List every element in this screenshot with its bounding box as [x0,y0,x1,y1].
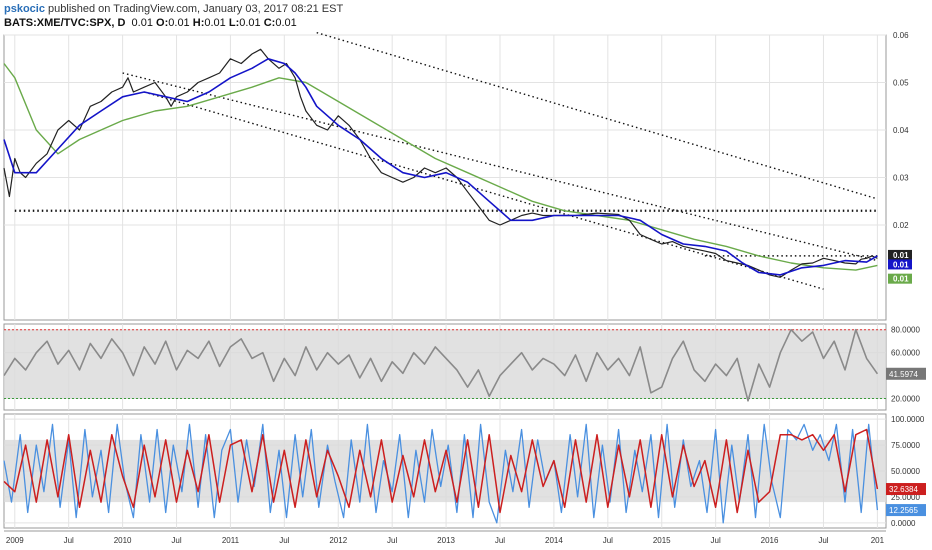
x-tick-label: Jul [711,536,721,545]
y-tick-label: 0.06 [893,31,909,40]
x-tick-label: 2011 [222,536,240,545]
rsi-last-value: 41.5974 [889,370,918,379]
x-tick-label: Jul [387,536,397,545]
x-tick-label: 2013 [437,536,455,545]
stoch-d-series-line [3,428,879,514]
stoch-k-series-line [3,423,879,524]
ohlc-label: C: [263,17,276,29]
publish-line: pskocic published on TradingView.com, Ja… [4,2,904,16]
ohlc-label: L: [228,17,240,29]
x-tick-label: 2009 [6,536,24,545]
y-tick-label: 0.04 [893,126,909,135]
y-tick-label: 20.0000 [891,395,920,404]
y-tick-label: 25.0000 [891,493,920,502]
last-price-tag [888,273,912,284]
y-tick-label: 50.0000 [891,467,920,476]
ohlc-value: 0.01 [168,17,190,29]
indicator-band [4,329,886,399]
stoch-last-value-tag [886,483,926,496]
last-price-tag [888,259,912,270]
publish-info: published on TradingView.com, January 03… [48,3,344,15]
symbol-line: BATS:XME/TVC:SPX, D 0.01 O:0.01 H:0.01 L… [4,16,904,30]
y-tick-label: 0.02 [893,221,909,230]
x-tick-label: 201 [871,536,885,545]
author-link[interactable]: pskocic [4,3,45,15]
trend-line [143,91,824,290]
x-tick-label: Jul [279,536,289,545]
y-tick-label: 60.0000 [891,349,920,358]
x-tick-label: 2015 [653,536,671,545]
x-tick-label: 2010 [114,536,132,545]
symbol-label[interactable]: BATS:XME/TVC:SPX, D [4,17,126,29]
ohlc-label: H: [192,17,205,29]
x-tick-label: Jul [818,536,828,545]
rsi-last-value-tag [886,367,926,380]
x-tick-label: 2012 [329,536,347,545]
rsi-series-line [3,328,879,402]
y-tick-label: 0.05 [893,79,909,88]
y-tick-label: 80.0000 [891,326,920,335]
x-tick-label: Jul [603,536,613,545]
y-tick-label: 0.03 [893,174,909,183]
ma_slow-series-line [3,63,878,271]
x-tick-label: 2016 [761,536,779,545]
ohlc-value: 0.01 [239,17,261,29]
last-price-label: 0.01 [893,275,909,284]
ohlc-value: 0.01 [275,17,297,29]
stoch-last-value: 12.2565 [889,506,918,515]
ohlc-value: 0.01 [204,17,226,29]
ohlc-label: O: [156,17,169,29]
ohlc-readout: 0.01 O:0.01 H:0.01 L:0.01 C:0.01 [132,17,297,29]
trend-line [316,31,878,200]
y-tick-label: 0.0000 [891,519,916,528]
x-tick-label: Jul [64,536,74,545]
last-price-tag [888,249,912,260]
last-price-label: 0.01 [893,260,909,269]
last-price-label: 0.01 [893,251,909,260]
x-tick-label: Jul [495,536,505,545]
ohlc-value: 0.01 [131,17,153,29]
trend-line [122,72,878,262]
y-tick-label: 100.0000 [891,415,925,424]
ma_fast-series-line [3,58,878,276]
x-tick-label: Jul [171,536,181,545]
chart-header: pskocic published on TradingView.com, Ja… [4,2,904,30]
stoch-last-value-tag [886,504,926,517]
y-tick-label: 75.0000 [891,441,920,450]
stoch-last-value: 32.6384 [889,485,918,494]
x-tick-label: 2014 [545,536,563,545]
